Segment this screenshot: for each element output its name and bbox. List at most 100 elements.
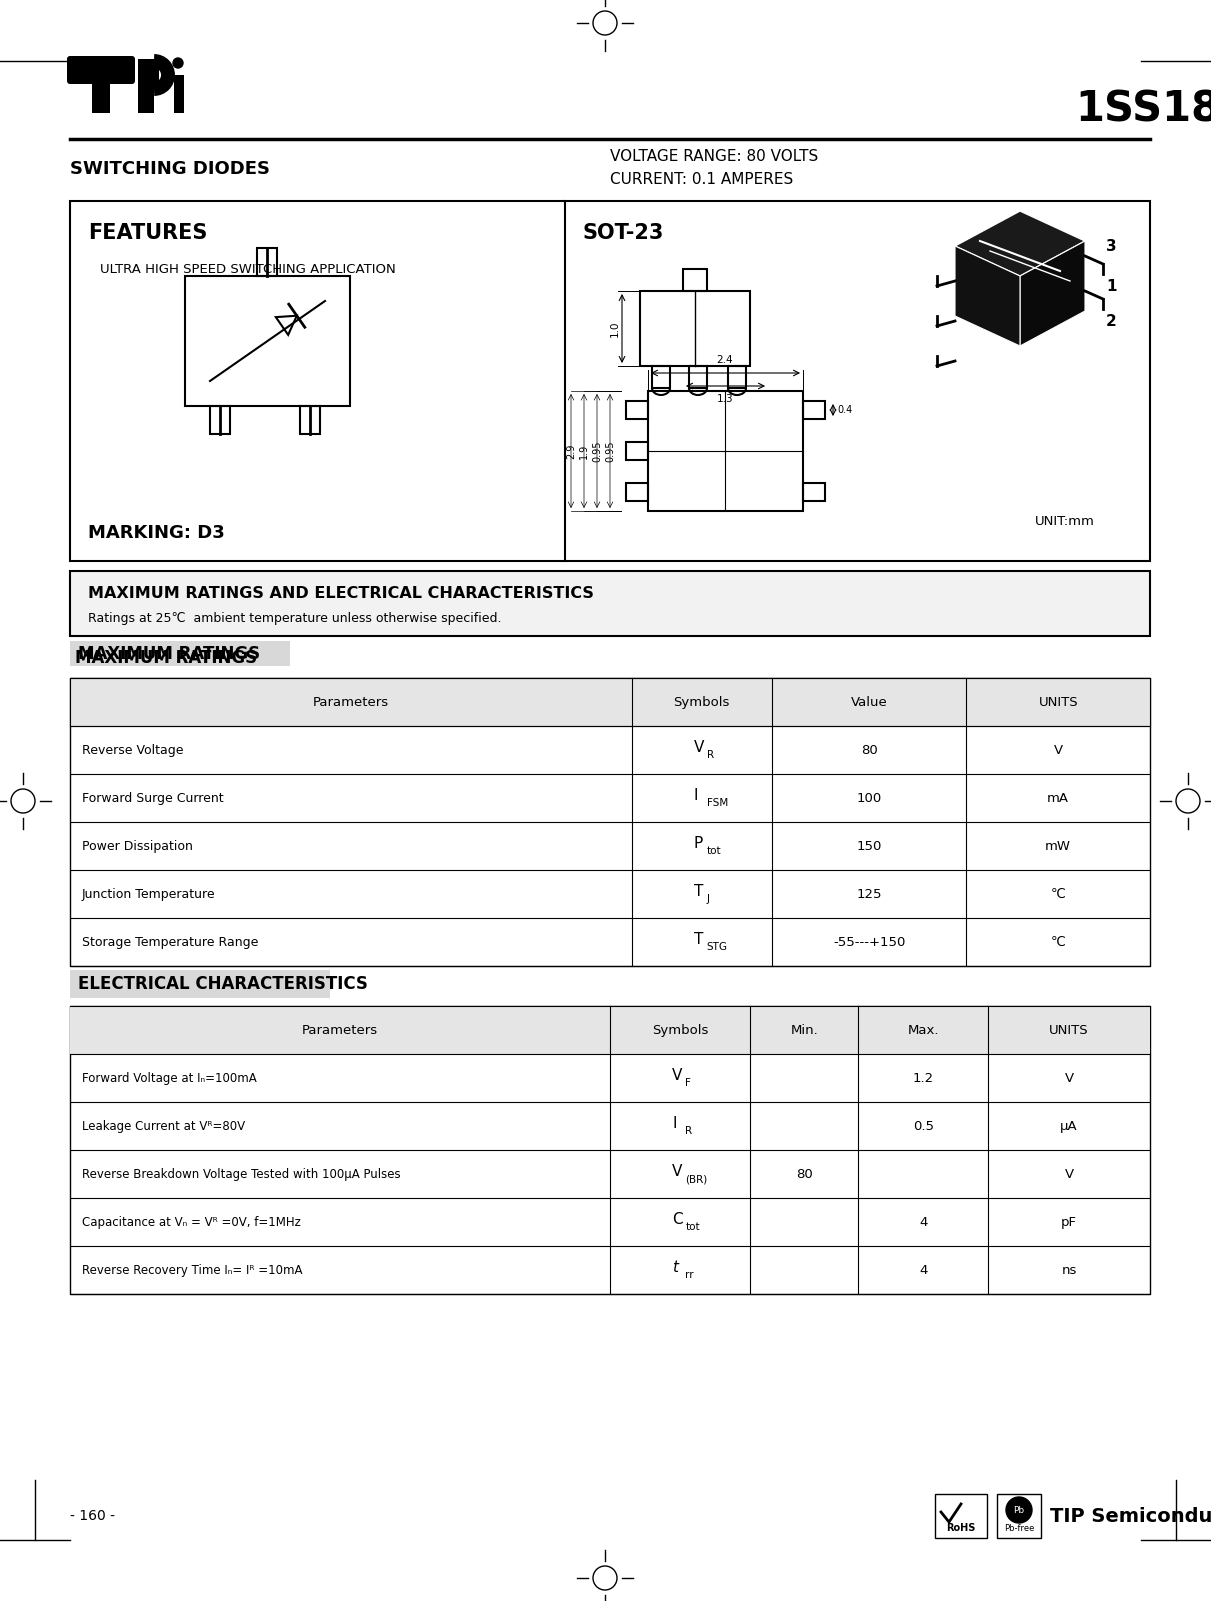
- Bar: [70, 1005, 1150, 1294]
- Text: 1.0: 1.0: [610, 320, 620, 338]
- Text: ULTRA HIGH SPEED SWITCHING APPLICATION: ULTRA HIGH SPEED SWITCHING APPLICATION: [101, 263, 396, 275]
- Bar: [626, 400, 648, 419]
- Bar: [70, 677, 1150, 965]
- Bar: [70, 970, 331, 997]
- Circle shape: [1006, 1497, 1032, 1523]
- Bar: [639, 291, 750, 367]
- Text: Pb: Pb: [1014, 1505, 1025, 1515]
- Text: UNIT:mm: UNIT:mm: [1035, 514, 1095, 527]
- Bar: [70, 572, 1150, 636]
- Bar: [174, 75, 184, 114]
- Text: 4: 4: [919, 1263, 928, 1276]
- Text: rr: rr: [685, 1270, 694, 1281]
- Text: V: V: [1064, 1167, 1074, 1180]
- Text: FSM: FSM: [707, 797, 728, 809]
- Bar: [997, 1494, 1041, 1539]
- Bar: [728, 367, 746, 387]
- Text: 1.3: 1.3: [717, 394, 734, 403]
- Text: 4: 4: [919, 1215, 928, 1228]
- Text: 1.9: 1.9: [579, 443, 589, 458]
- Polygon shape: [955, 211, 1085, 275]
- Text: 3: 3: [1106, 239, 1117, 253]
- Text: V: V: [1064, 1071, 1074, 1084]
- Text: TIP Semiconductor: TIP Semiconductor: [1050, 1507, 1211, 1526]
- Bar: [185, 275, 350, 407]
- Text: ns: ns: [1061, 1263, 1077, 1276]
- Text: Pb-free: Pb-free: [1004, 1524, 1034, 1532]
- Text: RoHS: RoHS: [946, 1523, 976, 1534]
- Text: UNITS: UNITS: [1049, 1023, 1089, 1036]
- Text: Ratings at 25℃  ambient temperature unless otherwise specified.: Ratings at 25℃ ambient temperature unles…: [88, 612, 501, 624]
- Text: mW: mW: [1045, 839, 1072, 852]
- Text: SOT-23: SOT-23: [582, 223, 665, 243]
- Bar: [70, 677, 1150, 725]
- Text: (BR): (BR): [685, 1174, 707, 1185]
- Text: Reverse Voltage: Reverse Voltage: [82, 743, 184, 757]
- Text: Leakage Current at Vᴿ=80V: Leakage Current at Vᴿ=80V: [82, 1119, 245, 1132]
- Text: MAXIMUM RATINGS: MAXIMUM RATINGS: [78, 645, 260, 663]
- Text: tot: tot: [685, 1222, 700, 1233]
- Bar: [154, 62, 159, 88]
- Text: FEATURES: FEATURES: [88, 223, 207, 243]
- Bar: [257, 248, 277, 275]
- Bar: [683, 269, 707, 291]
- Text: Min.: Min.: [791, 1023, 819, 1036]
- Text: I: I: [672, 1116, 677, 1130]
- Bar: [652, 367, 670, 387]
- Text: R: R: [685, 1126, 693, 1137]
- Bar: [626, 442, 648, 459]
- Text: V: V: [1054, 743, 1063, 757]
- Text: Reverse Recovery Time Iₙ= Iᴿ =10mA: Reverse Recovery Time Iₙ= Iᴿ =10mA: [82, 1263, 303, 1276]
- Text: -55---+150: -55---+150: [833, 935, 906, 948]
- Text: Parameters: Parameters: [312, 695, 389, 709]
- Text: UNITS: UNITS: [1038, 695, 1078, 709]
- FancyBboxPatch shape: [67, 56, 134, 83]
- Text: Storage Temperature Range: Storage Temperature Range: [82, 935, 258, 948]
- Text: Junction Temperature: Junction Temperature: [82, 887, 216, 900]
- Text: t: t: [672, 1260, 678, 1274]
- Bar: [803, 484, 825, 501]
- Text: mA: mA: [1048, 791, 1069, 804]
- Text: R: R: [707, 749, 714, 760]
- Text: - 160 -: - 160 -: [70, 1510, 115, 1523]
- Text: V: V: [672, 1164, 683, 1178]
- Text: 2: 2: [1106, 314, 1117, 328]
- Bar: [92, 78, 110, 114]
- Bar: [648, 391, 803, 511]
- Bar: [689, 367, 707, 387]
- Text: 1: 1: [1106, 279, 1117, 293]
- Text: Max.: Max.: [907, 1023, 939, 1036]
- Text: T: T: [694, 932, 704, 946]
- Text: T: T: [694, 884, 704, 898]
- Text: I: I: [694, 788, 699, 802]
- Text: F: F: [685, 1077, 691, 1089]
- Text: tot: tot: [707, 845, 722, 857]
- Text: 1.2: 1.2: [913, 1071, 934, 1084]
- Bar: [138, 59, 154, 114]
- Bar: [626, 484, 648, 501]
- Text: 150: 150: [856, 839, 882, 852]
- Text: Reverse Breakdown Voltage Tested with 100μA Pulses: Reverse Breakdown Voltage Tested with 10…: [82, 1167, 401, 1180]
- Text: Value: Value: [851, 695, 888, 709]
- Polygon shape: [955, 247, 1020, 346]
- Bar: [803, 400, 825, 419]
- Bar: [70, 640, 289, 666]
- Text: 0.4: 0.4: [837, 405, 853, 415]
- Bar: [70, 1005, 1150, 1053]
- Text: ℃: ℃: [1051, 887, 1066, 900]
- Text: 0.95: 0.95: [606, 440, 615, 461]
- Text: 100: 100: [856, 791, 882, 804]
- Text: MARKING: D3: MARKING: D3: [88, 524, 225, 543]
- Text: P: P: [694, 836, 704, 850]
- Text: Parameters: Parameters: [302, 1023, 378, 1036]
- Text: 1SS187: 1SS187: [1075, 88, 1211, 130]
- Text: 125: 125: [856, 887, 882, 900]
- Text: Forward Voltage at Iₙ=100mA: Forward Voltage at Iₙ=100mA: [82, 1071, 257, 1084]
- Text: 2.9: 2.9: [566, 443, 576, 459]
- Text: Forward Surge Current: Forward Surge Current: [82, 791, 224, 804]
- Bar: [935, 1494, 987, 1539]
- Circle shape: [173, 58, 183, 67]
- Text: Capacitance at Vₙ = Vᴿ =0V, f=1MHz: Capacitance at Vₙ = Vᴿ =0V, f=1MHz: [82, 1215, 300, 1228]
- Text: 0.5: 0.5: [913, 1119, 934, 1132]
- Text: VOLTAGE RANGE: 80 VOLTS: VOLTAGE RANGE: 80 VOLTS: [610, 149, 819, 163]
